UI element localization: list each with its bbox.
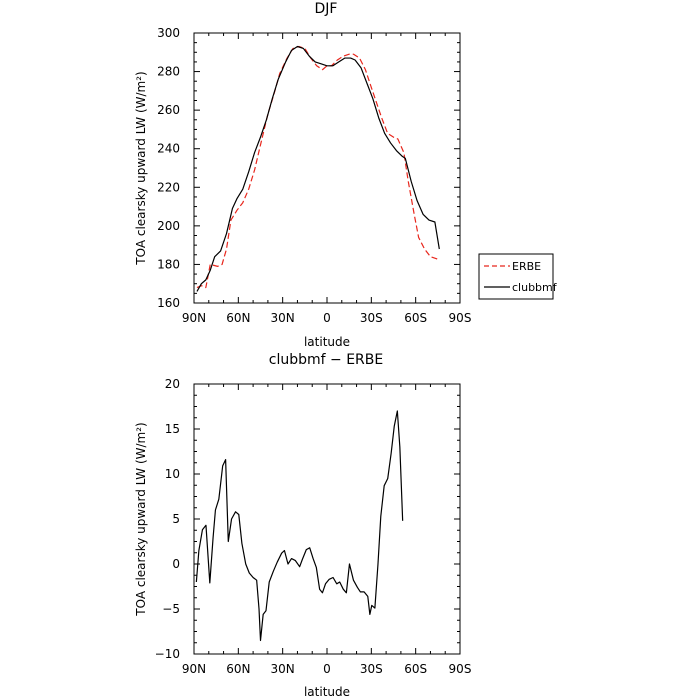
top-x-tick-label: 0: [323, 311, 331, 325]
top-y-tick-label: 220: [157, 180, 180, 194]
bottom-ticks: [193, 383, 461, 655]
bottom-plot-frame: [193, 383, 461, 655]
bottom-panel: clubbmf − ERBE 90N 60N 30N 0 30S 60S 90S −10 −5…: [134, 352, 471, 699]
top-x-tick-label: 30N: [271, 311, 295, 325]
bottom-x-tick-label: 0: [323, 662, 331, 676]
top-x-tick-labels: 90N 60N 30N 0 30S 60S 90S: [182, 311, 472, 325]
top-y-tick-label: 260: [157, 103, 180, 117]
top-y-axis-label: TOA clearsky upward LW (W/m²): [134, 71, 148, 265]
bottom-y-tick-labels: −10 −5 0 5 10 15 20: [155, 377, 180, 661]
legend-box: [478, 253, 554, 300]
top-x-tick-label: 60N: [226, 311, 250, 325]
top-x-tick-label: 90N: [182, 311, 206, 325]
bottom-y-tick-label: 20: [165, 377, 180, 391]
top-panel: DJF 90N 60N 30N 0 30S 60S 90S 160 180 200 220 240 2…: [134, 1, 471, 349]
bottom-y-tick-label: 10: [165, 467, 180, 481]
top-y-tick-label: 200: [157, 219, 180, 233]
bottom-panel-title: clubbmf − ERBE: [269, 352, 383, 368]
top-x-tick-label: 30S: [360, 311, 383, 325]
top-panel-title: DJF: [315, 1, 338, 17]
top-series-line-erbe: [196, 45, 440, 289]
top-y-tick-label: 240: [157, 142, 180, 156]
bottom-series: [195, 410, 404, 642]
top-y-tick-label: 280: [157, 65, 180, 79]
bottom-x-tick-label: 30S: [360, 662, 383, 676]
top-x-tick-label: 90S: [449, 311, 472, 325]
bottom-y-tick-label: 0: [172, 557, 180, 571]
bottom-y-tick-label: 15: [165, 422, 180, 436]
bottom-x-axis-label: latitude: [304, 685, 350, 699]
top-x-tick-label: 60S: [404, 311, 427, 325]
bottom-y-tick-label: 5: [172, 512, 180, 526]
legend-label-erbe: ERBE: [512, 260, 541, 273]
bottom-y-axis-label: TOA clearsky upward LW (W/m²): [134, 422, 148, 616]
bottom-x-tick-label: 60S: [404, 662, 427, 676]
top-series: [196, 45, 440, 292]
bottom-series-line-diff: [195, 410, 404, 642]
bottom-x-tick-labels: 90N 60N 30N 0 30S 60S 90S: [182, 662, 472, 676]
top-series-line-clubbmf: [196, 45, 440, 292]
top-x-axis-label: latitude: [304, 335, 350, 349]
legend: ERBE clubbmf: [478, 253, 558, 300]
top-y-tick-label: 160: [157, 296, 180, 310]
top-plot-frame: [193, 32, 461, 304]
bottom-x-tick-label: 30N: [271, 662, 295, 676]
bottom-x-tick-label: 90N: [182, 662, 206, 676]
bottom-x-tick-label: 90S: [449, 662, 472, 676]
legend-label-clubbmf: clubbmf: [512, 281, 558, 294]
top-y-tick-label: 180: [157, 257, 180, 271]
top-ticks: [193, 32, 461, 304]
top-y-tick-label: 300: [157, 26, 180, 40]
bottom-x-tick-label: 60N: [226, 662, 250, 676]
bottom-y-tick-label: −10: [155, 647, 180, 661]
top-y-tick-labels: 160 180 200 220 240 260 280 300: [157, 26, 180, 310]
bottom-y-tick-label: −5: [162, 602, 180, 616]
